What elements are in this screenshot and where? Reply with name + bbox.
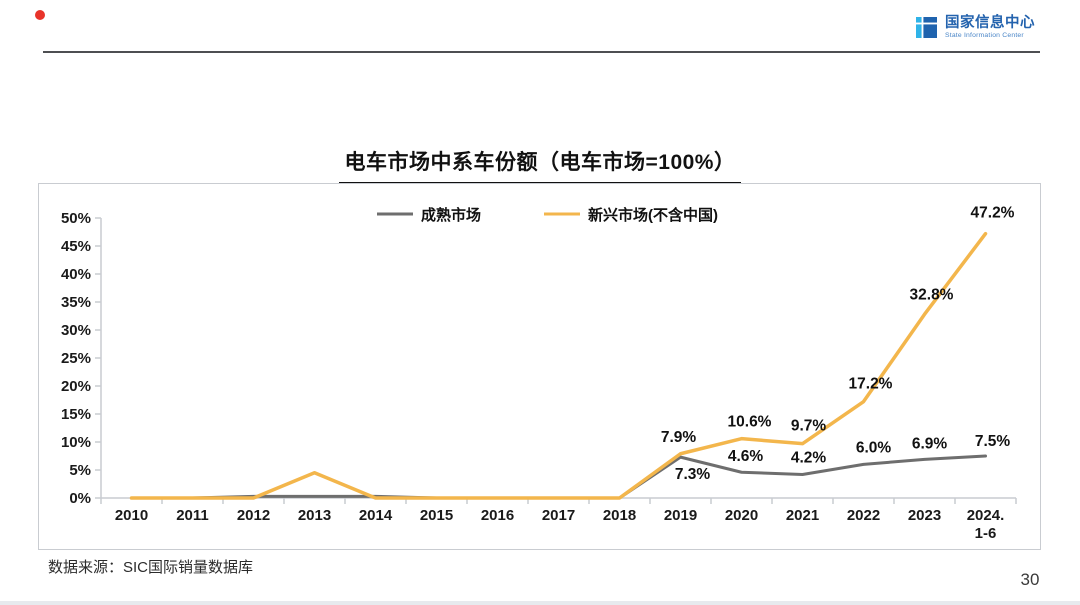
- y-axis-label: 35%: [61, 294, 91, 311]
- y-axis-label: 40%: [61, 266, 91, 283]
- y-axis-label: 25%: [61, 350, 91, 367]
- data-label: 4.2%: [791, 449, 827, 466]
- data-label: 6.0%: [856, 439, 892, 456]
- x-axis-label: 2011: [176, 507, 209, 524]
- x-axis-label: 2015: [420, 507, 453, 524]
- x-axis-label: 2022: [847, 507, 880, 524]
- chart-area: 0% 5% 10% 15% 20% 25% 30% 35% 40% 45% 50% 2010 2011 2…: [38, 183, 1041, 550]
- legend-label: 成熟市场: [421, 206, 481, 224]
- x-axis-label: 2012: [237, 507, 270, 524]
- chart-title: 电车市场中系车份额（电车市场=100%）: [0, 146, 1080, 185]
- x-axis-label: 2020: [725, 507, 758, 524]
- data-label: 7.9%: [661, 429, 697, 446]
- x-axis-label: 2016: [481, 507, 514, 524]
- data-label: 10.6%: [728, 414, 772, 431]
- x-axis-label: 2024.: [967, 507, 1005, 524]
- x-axis-label: 2013: [298, 507, 331, 524]
- logo-name-cn: 国家信息中心: [945, 15, 1035, 31]
- y-axis-label: 5%: [69, 462, 91, 479]
- data-label: 47.2%: [971, 205, 1015, 222]
- y-axis-label: 20%: [61, 378, 91, 395]
- series-line: [129, 231, 988, 500]
- x-axis-label: 2010: [115, 507, 148, 524]
- y-axis-label: 50%: [61, 210, 91, 227]
- data-label: 6.9%: [912, 435, 948, 452]
- red-dot: [35, 10, 45, 20]
- legend-label: 新兴市场(不含中国): [588, 206, 718, 224]
- y-axis-label: 30%: [61, 322, 91, 339]
- x-axis-label: 2019: [664, 507, 697, 524]
- y-axis-label: 15%: [61, 406, 91, 423]
- source-note: 数据来源：SIC国际销量数据库: [48, 559, 254, 576]
- y-axis-label: 10%: [61, 434, 91, 451]
- x-axis-label: 2018: [603, 507, 636, 524]
- data-label: 7.3%: [675, 466, 711, 483]
- x-axis-label: 2023: [908, 507, 941, 524]
- data-label: 32.8%: [910, 286, 954, 303]
- x-axis-label: 1-6: [975, 525, 997, 542]
- logo: 国家信息中心 State Information Center: [916, 15, 1035, 39]
- data-label: 4.6%: [728, 448, 764, 465]
- x-axis-label: 2014: [359, 507, 393, 524]
- slide-bottom-edge: [0, 601, 1080, 605]
- data-label: 9.7%: [791, 418, 827, 435]
- chart-title-text: 电车市场中系车份额（电车市场=100%）: [338, 146, 742, 185]
- x-axis-label: 2021: [786, 507, 819, 524]
- x-axis-label: 2017: [542, 507, 575, 524]
- logo-name-en: State Information Center: [945, 32, 1024, 39]
- series-line: [130, 454, 987, 500]
- logo-text: 国家信息中心 State Information Center: [945, 15, 1035, 39]
- data-label: 17.2%: [849, 376, 893, 393]
- y-axis-label: 45%: [61, 238, 91, 255]
- data-label: 7.5%: [975, 433, 1011, 450]
- header-divider: [43, 51, 1040, 53]
- line-chart: 0% 5% 10% 15% 20% 25% 30% 35% 40% 45% 50% 2010 2011 2…: [61, 205, 1017, 542]
- y-axis-label: 0%: [69, 490, 91, 507]
- page-number: 30: [1020, 570, 1040, 589]
- logo-icon: [916, 17, 937, 38]
